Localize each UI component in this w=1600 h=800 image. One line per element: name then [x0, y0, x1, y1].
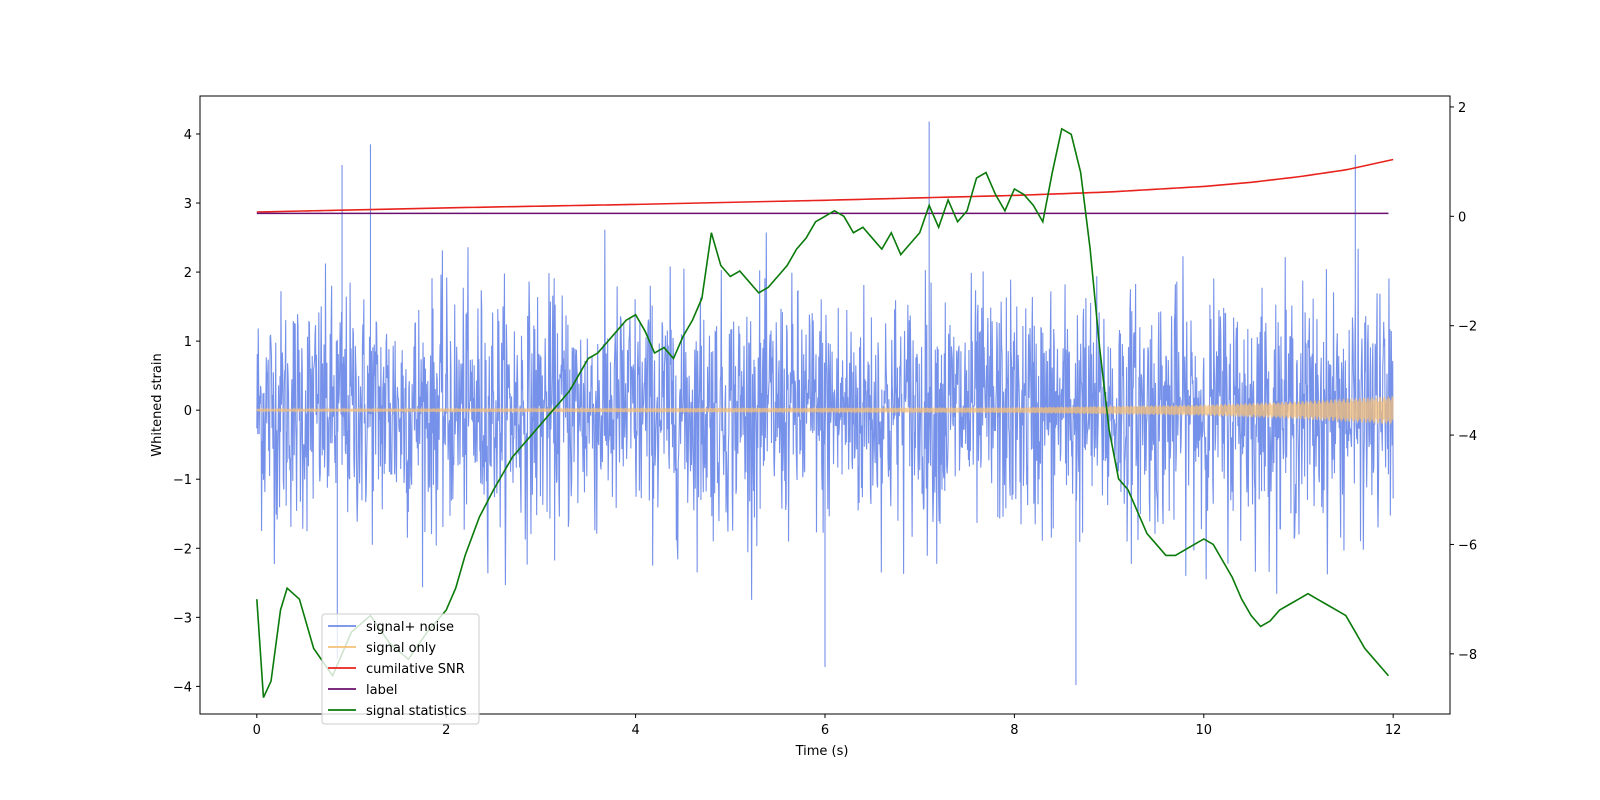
y-axis-label: Whitened strain — [150, 353, 165, 456]
y-tick-label: 4 — [184, 128, 192, 143]
legend: signal+ noise signal only cumilative SNR la… — [321, 613, 480, 725]
legend-box — [321, 613, 480, 725]
y2-tick-label: −4 — [1458, 429, 1477, 444]
x-tick-label: 12 — [1385, 723, 1402, 738]
y-tick-label: −4 — [173, 680, 192, 695]
series-signal-only — [256, 395, 1394, 425]
x-tick-label: 6 — [821, 723, 829, 738]
y-tick-label: 2 — [184, 266, 192, 281]
y2-tick-label: −8 — [1458, 648, 1477, 663]
y2-tick-label: 2 — [1458, 101, 1466, 116]
plot-area — [256, 121, 1394, 698]
legend-entry: cumilative SNR — [366, 662, 465, 677]
y-tick-label: −3 — [173, 611, 192, 626]
legend-entry: signal+ noise — [366, 620, 454, 635]
x-tick-label: 10 — [1196, 723, 1213, 738]
x-tick-label: 8 — [1010, 723, 1018, 738]
y-tick-label: 3 — [184, 197, 192, 212]
x-axis-label: Time (s) — [795, 744, 849, 759]
y-tick-label: 0 — [184, 404, 192, 419]
series-signal-noise — [256, 121, 1394, 685]
legend-entry: signal only — [366, 641, 436, 656]
series-signal-statistics — [256, 127, 1390, 698]
y2-tick-label: −6 — [1458, 538, 1477, 553]
legend-entry: signal statistics — [366, 704, 467, 719]
y2-tick-label: 0 — [1458, 210, 1466, 225]
y-tick-label: −2 — [173, 542, 192, 557]
x-tick-label: 0 — [253, 723, 261, 738]
y2-tick-label: −2 — [1458, 320, 1477, 335]
x-tick-label: 2 — [442, 723, 450, 738]
legend-entry: label — [366, 683, 397, 698]
y-tick-label: 1 — [184, 335, 192, 350]
y-tick-label: −1 — [173, 473, 192, 488]
series-cumulative-snr — [256, 158, 1394, 213]
x-tick-label: 4 — [631, 723, 639, 738]
